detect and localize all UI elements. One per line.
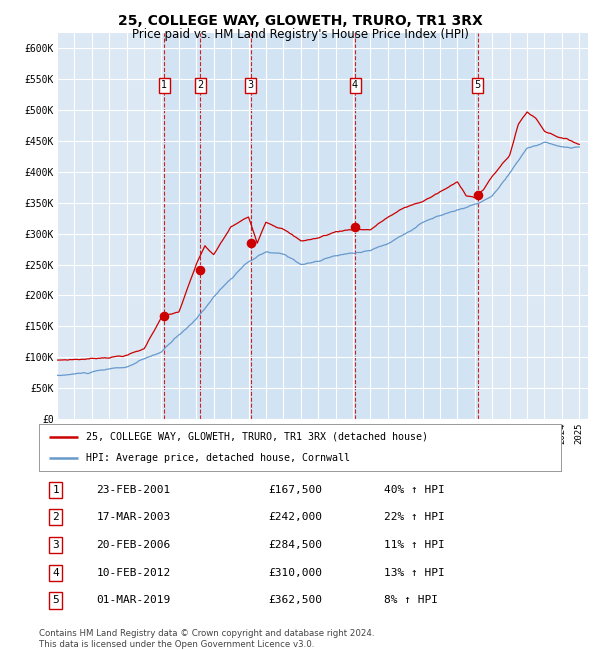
Text: £310,000: £310,000 bbox=[269, 567, 323, 578]
Text: Contains HM Land Registry data © Crown copyright and database right 2024.
This d: Contains HM Land Registry data © Crown c… bbox=[39, 629, 374, 649]
Text: 11% ↑ HPI: 11% ↑ HPI bbox=[383, 540, 444, 550]
Bar bbox=[251, 32, 355, 419]
Text: 20-FEB-2006: 20-FEB-2006 bbox=[97, 540, 170, 550]
Text: 2: 2 bbox=[197, 80, 203, 90]
Bar bbox=[164, 32, 200, 419]
Text: 1: 1 bbox=[52, 485, 59, 495]
Text: 1: 1 bbox=[161, 80, 167, 90]
Text: 17-MAR-2003: 17-MAR-2003 bbox=[97, 512, 170, 523]
Text: £167,500: £167,500 bbox=[269, 485, 323, 495]
Text: £284,500: £284,500 bbox=[269, 540, 323, 550]
Point bbox=[473, 190, 482, 200]
Point bbox=[196, 265, 205, 275]
Text: 3: 3 bbox=[52, 540, 59, 550]
Text: 5: 5 bbox=[52, 595, 59, 605]
Text: 4: 4 bbox=[352, 80, 358, 90]
Text: 23-FEB-2001: 23-FEB-2001 bbox=[97, 485, 170, 495]
Text: 13% ↑ HPI: 13% ↑ HPI bbox=[383, 567, 444, 578]
Point bbox=[350, 222, 360, 233]
Bar bbox=[200, 32, 251, 419]
Text: 5: 5 bbox=[475, 80, 481, 90]
Text: 25, COLLEGE WAY, GLOWETH, TRURO, TR1 3RX (detached house): 25, COLLEGE WAY, GLOWETH, TRURO, TR1 3RX… bbox=[86, 432, 428, 441]
Text: HPI: Average price, detached house, Cornwall: HPI: Average price, detached house, Corn… bbox=[86, 454, 350, 463]
Text: 2: 2 bbox=[52, 512, 59, 523]
Text: £242,000: £242,000 bbox=[269, 512, 323, 523]
Text: 25, COLLEGE WAY, GLOWETH, TRURO, TR1 3RX: 25, COLLEGE WAY, GLOWETH, TRURO, TR1 3RX bbox=[118, 14, 482, 29]
Point bbox=[159, 311, 169, 321]
Text: 10-FEB-2012: 10-FEB-2012 bbox=[97, 567, 170, 578]
Text: 3: 3 bbox=[248, 80, 254, 90]
Bar bbox=[355, 32, 478, 419]
Point bbox=[246, 238, 256, 248]
Text: £362,500: £362,500 bbox=[269, 595, 323, 605]
Text: 4: 4 bbox=[52, 567, 59, 578]
Text: 8% ↑ HPI: 8% ↑ HPI bbox=[383, 595, 437, 605]
Text: 22% ↑ HPI: 22% ↑ HPI bbox=[383, 512, 444, 523]
Text: Price paid vs. HM Land Registry's House Price Index (HPI): Price paid vs. HM Land Registry's House … bbox=[131, 28, 469, 41]
Text: 01-MAR-2019: 01-MAR-2019 bbox=[97, 595, 170, 605]
Text: 40% ↑ HPI: 40% ↑ HPI bbox=[383, 485, 444, 495]
